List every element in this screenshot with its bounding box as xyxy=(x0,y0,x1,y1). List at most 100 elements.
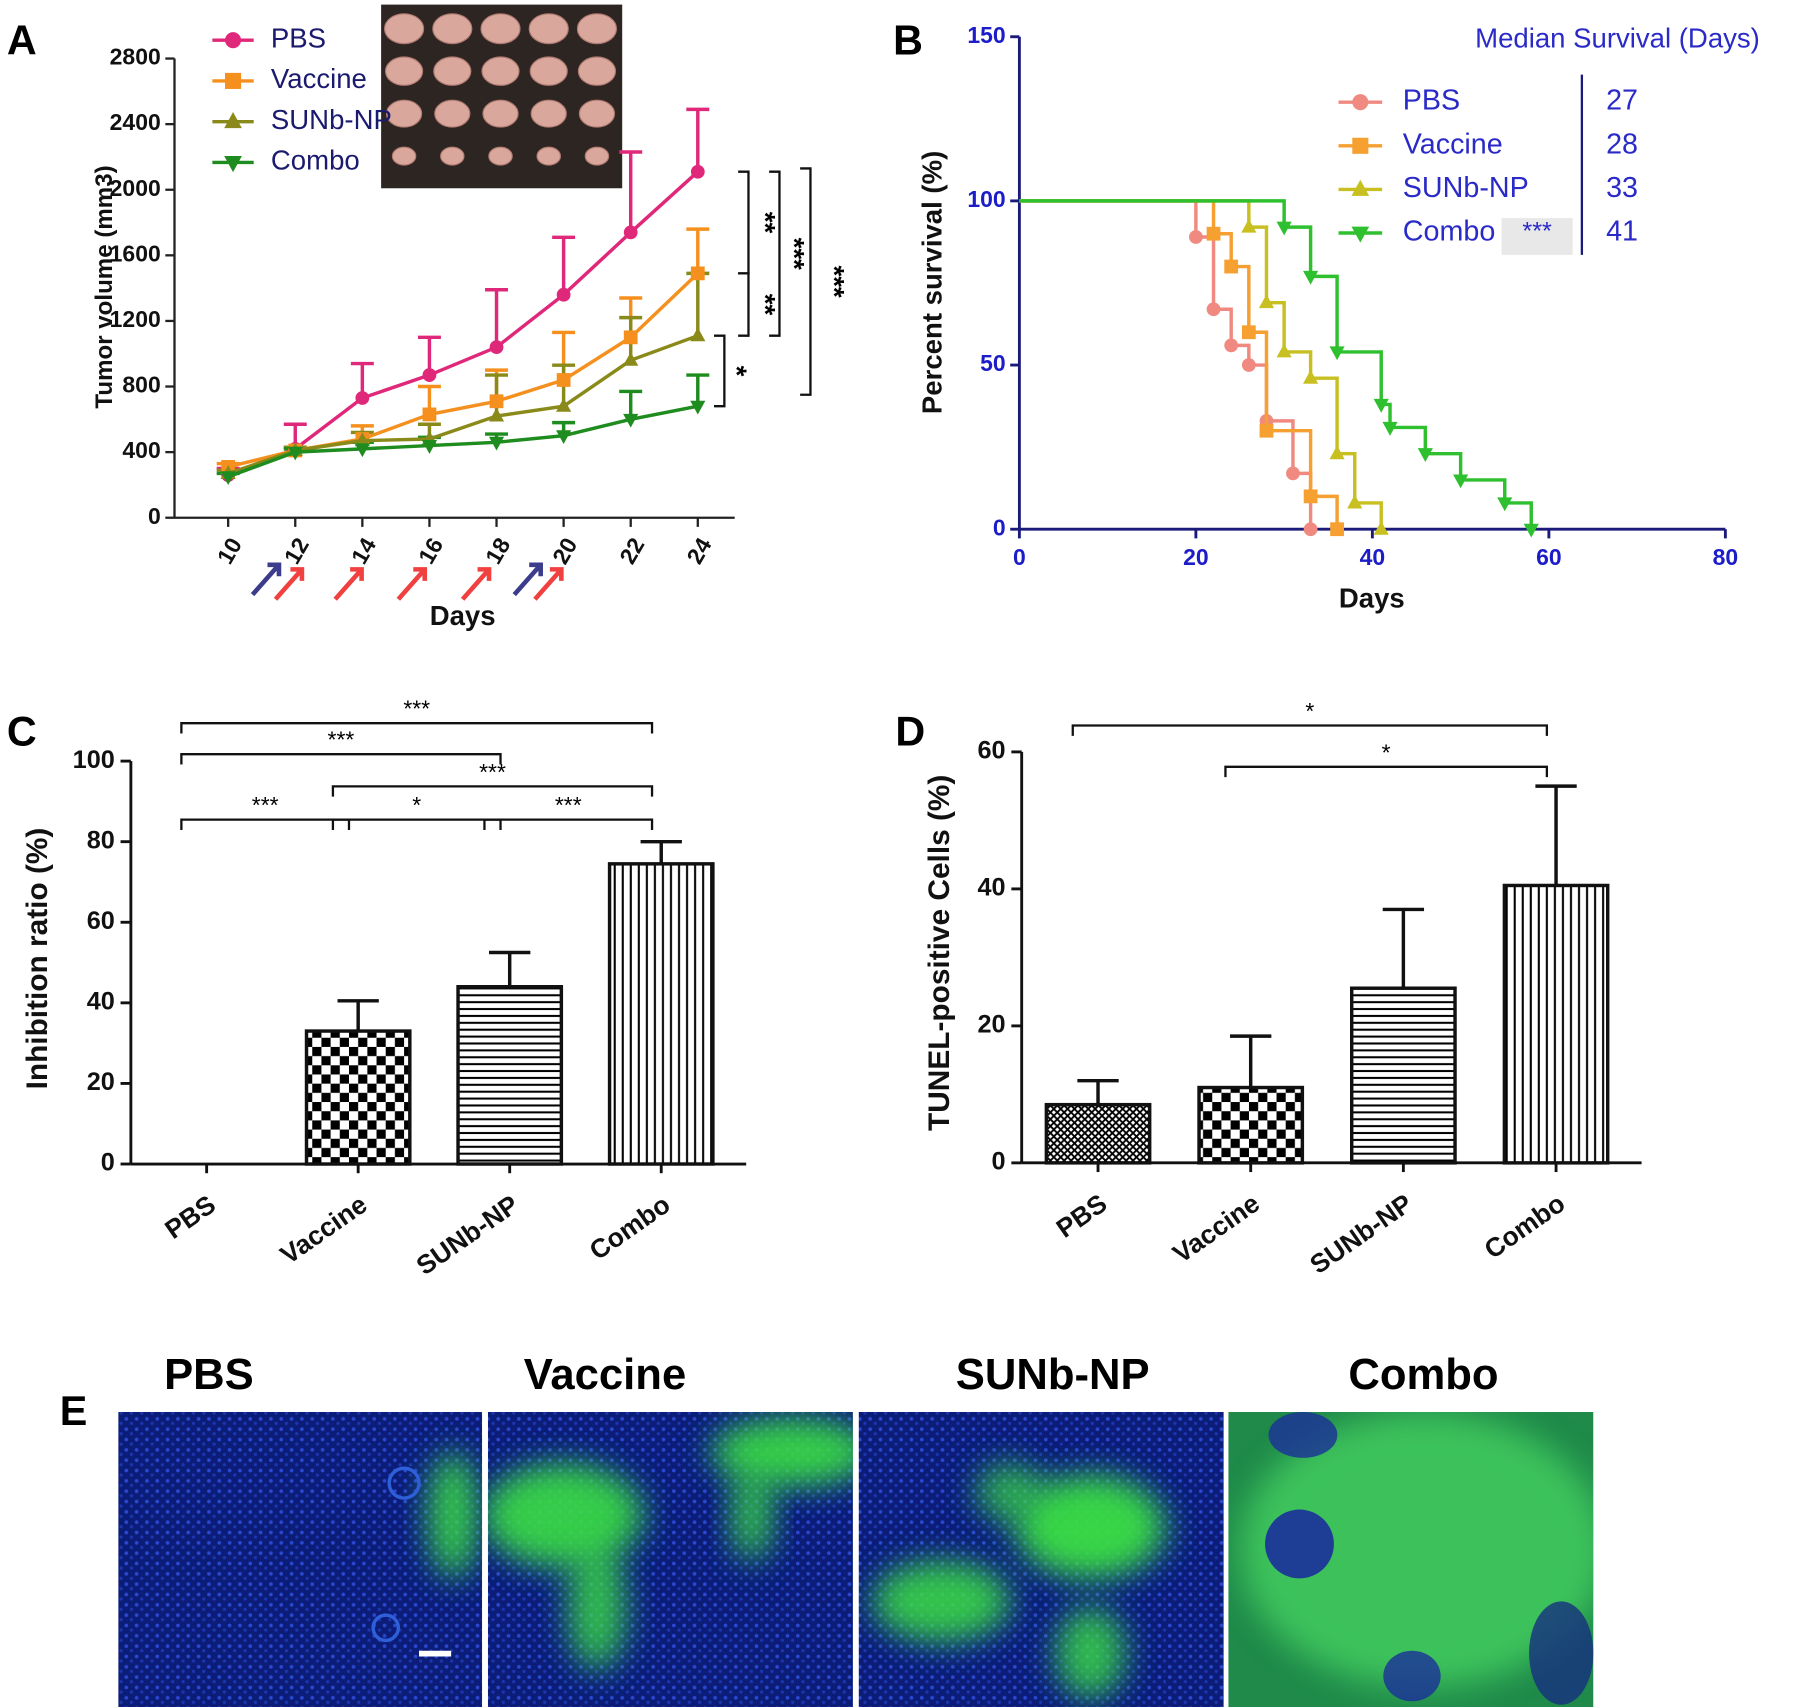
signal xyxy=(1056,1607,1125,1699)
x-tick-label: Vaccine xyxy=(1167,1188,1265,1269)
significance: * xyxy=(721,366,752,377)
error-bar xyxy=(1077,1078,1119,1105)
marker xyxy=(1276,221,1292,236)
y-tick-label: 0 xyxy=(992,1148,1006,1176)
x-tick-label: 10 xyxy=(212,533,247,568)
treatment-arrows xyxy=(250,562,564,601)
panel-label: E xyxy=(60,1388,88,1434)
tumor-photo xyxy=(381,4,623,189)
bracket xyxy=(331,818,502,830)
marker xyxy=(556,430,572,444)
signal xyxy=(1239,1412,1594,1688)
image-title: SUNb-NP xyxy=(956,1351,1150,1399)
error-bar xyxy=(640,839,682,864)
bar xyxy=(1197,1085,1305,1165)
marker xyxy=(623,413,639,428)
signal xyxy=(568,1543,626,1671)
y-tick-label: 2400 xyxy=(110,109,161,135)
significance: * xyxy=(412,792,421,818)
arrow xyxy=(333,567,364,601)
tumor xyxy=(480,13,521,45)
marker xyxy=(1453,474,1469,489)
tumor xyxy=(432,13,473,45)
y-tick-label: 20 xyxy=(978,1011,1006,1039)
x-tick-label: Combo xyxy=(1479,1188,1571,1265)
significance: ** xyxy=(750,212,781,234)
significance: *** xyxy=(252,792,279,818)
y-tick-label: 100 xyxy=(967,186,1005,212)
marker xyxy=(488,436,505,451)
marker xyxy=(1303,522,1318,537)
arrow xyxy=(396,567,428,601)
signal xyxy=(872,1561,1011,1642)
marker xyxy=(1286,466,1300,481)
y-tick-label: 2000 xyxy=(110,175,161,201)
tumor xyxy=(488,146,513,166)
error-bar xyxy=(489,950,531,987)
x-tick-label: 20 xyxy=(547,533,582,568)
marker xyxy=(1351,179,1370,196)
x-tick-label: Vaccine xyxy=(275,1189,373,1270)
bracket xyxy=(1224,765,1549,778)
significance: *** xyxy=(555,792,582,818)
marker xyxy=(489,394,504,409)
marker xyxy=(225,32,242,49)
x-tick-label: Combo xyxy=(584,1189,676,1266)
error-bar xyxy=(1535,784,1577,886)
marker xyxy=(354,443,370,458)
marker xyxy=(1351,226,1370,243)
tumor xyxy=(578,99,616,128)
tumor xyxy=(576,13,618,45)
error-bar xyxy=(686,227,710,274)
legend-title: Median Survival (Days) xyxy=(1475,22,1760,53)
marker xyxy=(421,440,438,454)
marker xyxy=(556,373,571,387)
y-axis-title: Tumor volume (mm3) xyxy=(91,165,118,408)
annotation-background xyxy=(1501,218,1573,255)
legend-label: Vaccine xyxy=(271,63,367,94)
marker xyxy=(1352,94,1369,111)
bracket xyxy=(769,170,781,337)
significance: *** xyxy=(328,727,355,753)
marker xyxy=(1206,302,1221,317)
structure xyxy=(1529,1601,1594,1705)
panel-label: B xyxy=(893,18,923,64)
tumor xyxy=(529,56,568,86)
y-axis-title: TUNEL-positive Cells (%) xyxy=(923,775,956,1131)
x-tick-label: 16 xyxy=(413,533,448,568)
tumor xyxy=(385,99,423,128)
tumor xyxy=(391,146,417,166)
survival-curve xyxy=(1019,199,1533,530)
significance: * xyxy=(1382,739,1391,765)
y-axis-title: Percent survival (%) xyxy=(917,151,948,414)
marker xyxy=(623,225,638,240)
marker xyxy=(1241,358,1256,372)
y-tick-label: 400 xyxy=(122,437,160,463)
marker xyxy=(224,112,242,129)
bar xyxy=(1502,883,1610,1165)
y-tick-label: 0 xyxy=(993,514,1006,540)
bracket xyxy=(738,272,750,337)
marker xyxy=(1417,448,1433,462)
y-tick-label: 80 xyxy=(87,826,115,854)
marker xyxy=(623,352,639,366)
marker xyxy=(225,72,242,89)
tumor xyxy=(528,13,569,45)
marker xyxy=(1188,230,1203,244)
marker xyxy=(1303,489,1318,504)
bar xyxy=(456,985,564,1166)
y-tick-label: 1200 xyxy=(110,306,161,332)
arrow xyxy=(273,567,305,601)
y-tick-label: 60 xyxy=(978,737,1006,765)
median-value: 28 xyxy=(1606,128,1638,160)
legend-label: Combo xyxy=(271,145,360,176)
legend-label: PBS xyxy=(1403,85,1460,117)
signal xyxy=(1015,1475,1166,1579)
series-line xyxy=(227,334,699,476)
marker xyxy=(1329,445,1345,460)
bracket xyxy=(800,167,812,396)
series-line xyxy=(227,272,699,469)
y-tick-label: 40 xyxy=(87,988,115,1016)
y-tick-label: 50 xyxy=(980,350,1006,376)
bracket xyxy=(180,722,654,734)
